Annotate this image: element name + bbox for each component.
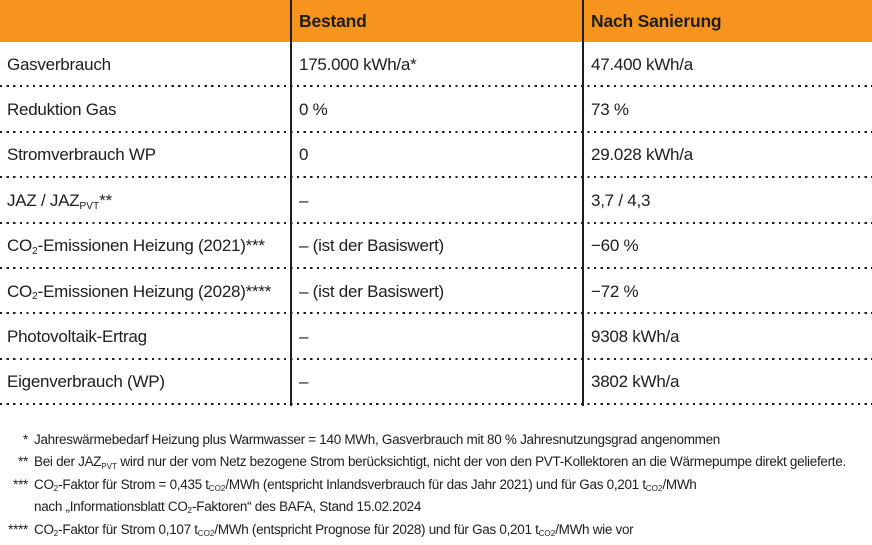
cell-bestand: 0: [299, 145, 309, 165]
cell-nach-sanierung: 47.400 kWh/a: [591, 54, 693, 74]
cell-nach-sanierung: −72 %: [591, 281, 639, 301]
footnotes: * Jahreswärmebedarf Heizung plus Warmwas…: [0, 429, 866, 541]
cell-bestand: –: [299, 372, 309, 392]
column-divider-2: [582, 0, 584, 406]
row-label: Stromverbrauch WP: [7, 145, 156, 165]
table-body: Gasverbrauch 175.000 kWh/a* 47.400 kWh/a…: [0, 42, 872, 406]
column-divider-1: [290, 0, 292, 406]
cell-bestand: –: [299, 190, 309, 210]
cell-nach-sanierung: 73 %: [591, 100, 629, 120]
footnote-3-continuation: nach „Informationsblatt CO2-Faktoren“ de…: [0, 496, 866, 518]
table-row-photovoltaik-ertrag: Photovoltaik-Ertrag – 9308 kWh/a: [0, 314, 872, 360]
footnote-text: Bei der JAZPVT wird nur der vom Netz bez…: [34, 454, 846, 471]
cell-nach-sanierung: −60 %: [591, 236, 639, 256]
footnote-text: CO2-Faktor für Strom = 0,435 tCO2/MWh (e…: [34, 476, 697, 494]
footnote-text: Jahreswärmebedarf Heizung plus Warmwasse…: [34, 432, 721, 447]
cell-nach-sanierung: 9308 kWh/a: [591, 327, 680, 347]
table-row-reduktion-gas: Reduktion Gas 0 % 73 %: [0, 87, 872, 133]
cell-bestand: 175.000 kWh/a*: [299, 54, 417, 74]
footnote-marker: ****: [8, 521, 28, 537]
row-label: Eigenverbrauch (WP): [7, 372, 165, 392]
footnote-marker: *: [23, 432, 28, 447]
row-label: Gasverbrauch: [7, 54, 111, 74]
table-row-co2-2028: CO2-Emissionen Heizung (2028)**** – (ist…: [0, 268, 872, 315]
footnote-1: * Jahreswärmebedarf Heizung plus Warmwas…: [0, 429, 866, 451]
cell-bestand: – (ist der Basiswert): [299, 236, 444, 256]
footnote-text: nach „Informationsblatt CO2-Faktoren“ de…: [34, 499, 422, 516]
footnote-marker: ***: [13, 476, 28, 492]
table-row-gasverbrauch: Gasverbrauch 175.000 kWh/a* 47.400 kWh/a: [0, 42, 872, 88]
row-label: JAZ / JAZPVT**: [7, 190, 112, 212]
footnote-marker: [0, 496, 28, 518]
table-row-jaz: JAZ / JAZPVT** – 3,7 / 4,3: [0, 178, 872, 224]
footnote-2: ** Bei der JAZPVT wird nur der vom Netz …: [0, 451, 866, 473]
row-label: Reduktion Gas: [7, 100, 117, 120]
cell-bestand: – (ist der Basiswert): [299, 281, 444, 301]
footnote-text: CO2-Faktor für Strom 0,107 tCO2/MWh (ent…: [34, 521, 634, 538]
row-label: CO2-Emissionen Heizung (2028)****: [7, 281, 272, 303]
table-row-stromverbrauch-wp: Stromverbrauch WP 0 29.028 kWh/a: [0, 132, 872, 179]
cell-nach-sanierung: 29.028 kWh/a: [591, 145, 693, 165]
footnote-4: **** CO2-Faktor für Strom 0,107 tCO2/MWh…: [0, 519, 866, 541]
footnote-marker: **: [18, 454, 28, 470]
row-label: Photovoltaik-Ertrag: [7, 327, 147, 347]
column-header-nach-sanierung: Nach Sanierung: [591, 10, 722, 31]
table-row-co2-2021: CO2-Emissionen Heizung (2021)*** – (ist …: [0, 223, 872, 269]
table-header-row: Bestand Nach Sanierung: [0, 0, 872, 42]
footnote-3: *** CO2-Faktor für Strom = 0,435 tCO2/MW…: [0, 474, 866, 496]
cell-nach-sanierung: 3802 kWh/a: [591, 372, 680, 392]
cell-bestand: –: [299, 327, 309, 347]
table-row-eigenverbrauch-wp: Eigenverbrauch (WP) – 3802 kWh/a: [0, 359, 872, 406]
cell-bestand: 0 %: [299, 100, 328, 120]
row-label: CO2-Emissionen Heizung (2021)***: [7, 236, 265, 258]
column-header-bestand: Bestand: [299, 10, 367, 31]
cell-nach-sanierung: 3,7 / 4,3: [591, 190, 651, 210]
